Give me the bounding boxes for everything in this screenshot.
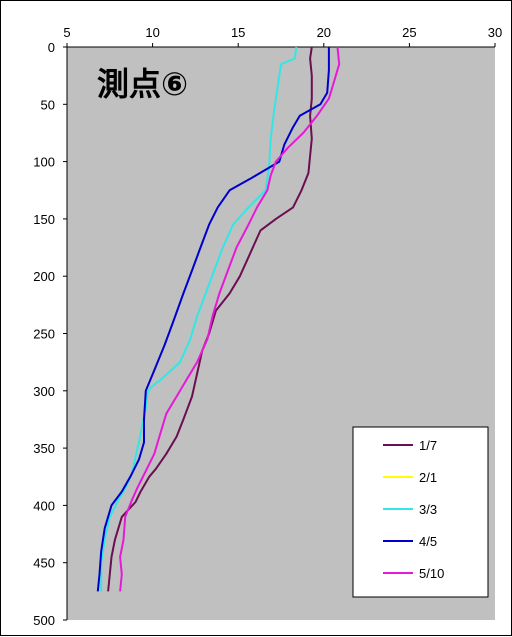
x-tick-label: 25 bbox=[402, 25, 416, 40]
y-tick-label: 100 bbox=[33, 155, 55, 170]
legend: 1/7 2/1 3/3 4/5 5/10 bbox=[352, 426, 489, 598]
legend-label-3-3: 3/3 bbox=[419, 502, 437, 517]
series-line-5-10 bbox=[119, 46, 341, 592]
x-tick-label: 30 bbox=[488, 25, 502, 40]
legend-label-4-5: 4/5 bbox=[419, 534, 437, 549]
y-tick-label: 250 bbox=[33, 327, 55, 342]
y-tick-label: 0 bbox=[48, 40, 55, 55]
x-axis: 5 10 15 20 25 30 bbox=[63, 25, 502, 48]
x-tick-label: 20 bbox=[317, 25, 331, 40]
y-tick-label: 350 bbox=[33, 441, 55, 456]
legend-label-5-10: 5/10 bbox=[419, 566, 444, 581]
y-tick-label: 300 bbox=[33, 384, 55, 399]
x-tick-label: 5 bbox=[63, 25, 70, 40]
y-axis: 0 50 100 150 200 250 300 350 400 450 500 bbox=[33, 40, 68, 628]
series-line-3-3 bbox=[100, 46, 298, 592]
y-tick-label: 200 bbox=[33, 269, 55, 284]
legend-label-1-7: 1/7 bbox=[419, 438, 437, 453]
y-tick-label: 450 bbox=[33, 556, 55, 571]
x-tick-label: 10 bbox=[145, 25, 159, 40]
legend-label-2-1: 2/1 bbox=[419, 470, 437, 485]
y-tick-label: 400 bbox=[33, 498, 55, 513]
series-line-4-5 bbox=[96, 47, 330, 592]
chart-title: 測点⑥ bbox=[97, 65, 188, 103]
series-line-1-7 bbox=[107, 46, 313, 592]
y-tick-label: 50 bbox=[41, 97, 55, 112]
y-tick-label: 500 bbox=[33, 613, 55, 628]
series-group bbox=[96, 46, 341, 592]
y-tick-label: 150 bbox=[33, 212, 55, 227]
legend-box bbox=[352, 426, 489, 598]
x-tick-label: 15 bbox=[231, 25, 245, 40]
